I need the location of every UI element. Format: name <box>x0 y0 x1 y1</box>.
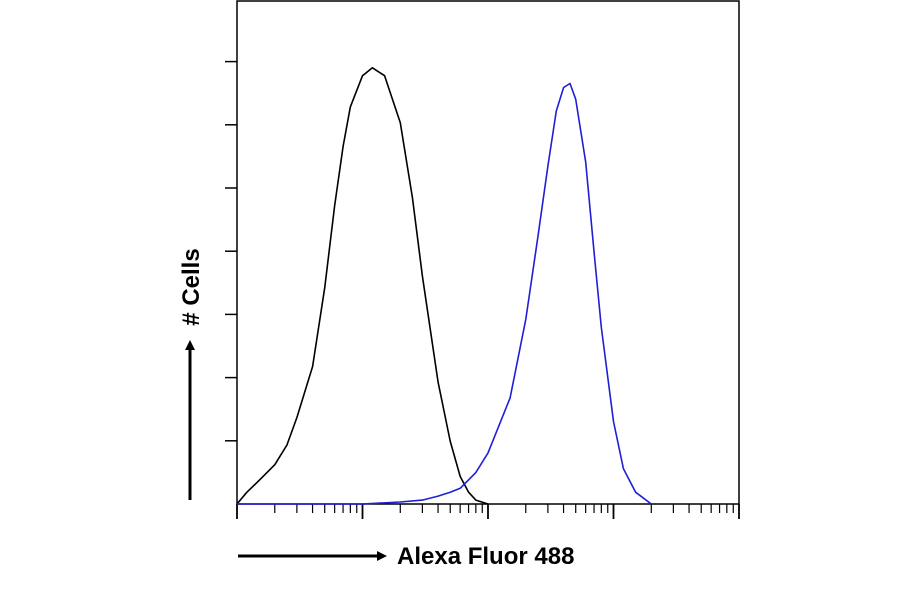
series-line-1 <box>236 67 489 505</box>
x-axis-label: Alexa Fluor 488 <box>397 543 574 570</box>
series-layer <box>236 67 652 505</box>
plot-frame <box>236 0 740 505</box>
x-axis-ticks <box>236 504 740 519</box>
series-line-2 <box>237 82 652 505</box>
y-axis-ticks <box>225 60 237 442</box>
y-axis-label: # Cells <box>178 248 205 325</box>
